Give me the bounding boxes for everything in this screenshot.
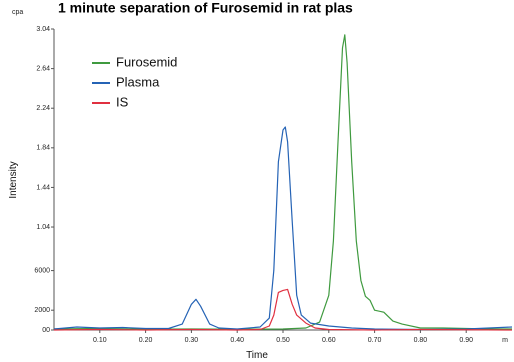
y-unit-label: cpa (12, 9, 23, 16)
axes-group: 00 2000 6000 1.04 1.44 1.84 2.24 2.64 3.04 0.10 0.… (34, 26, 512, 344)
legend-label-is: IS (116, 94, 129, 109)
x-tick-label: 0.50 (276, 337, 290, 344)
x-tick-label: 0.80 (414, 337, 428, 344)
series-group (53, 34, 513, 331)
y-tick-label: 00 (42, 327, 50, 334)
y-tick-label: 2.24 (36, 105, 50, 112)
x-tick-label: 0.40 (230, 337, 244, 344)
y-tick-label: 3.04 (36, 26, 50, 33)
x-tick-label: 0.70 (368, 337, 382, 344)
y-tick-label: 2000 (34, 307, 50, 314)
legend-label-plasma: Plasma (116, 74, 160, 89)
x-unit-label: m (502, 337, 508, 344)
legend: Furosemid Plasma IS (92, 54, 177, 109)
chart-title: 1 minute separation of Furosemid in rat … (58, 0, 353, 15)
x-axis-title: Time (246, 350, 268, 361)
x-tick-label: 0.30 (185, 337, 199, 344)
x-tick-label: 0.10 (93, 337, 107, 344)
y-axis-title: Intensity (8, 161, 19, 198)
x-tick-label: 0.60 (322, 337, 336, 344)
series-line-plasma (53, 126, 513, 331)
y-tick-label: 2.64 (36, 65, 50, 72)
y-tick-label: 6000 (34, 267, 50, 274)
x-tick-label: 0.90 (459, 337, 473, 344)
y-tick-label: 1.04 (36, 224, 50, 231)
x-tick-label: 0.20 (139, 337, 153, 344)
legend-label-furosemid: Furosemid (116, 54, 177, 69)
y-tick-label: 1.84 (36, 145, 50, 152)
series-line-is (53, 288, 513, 331)
y-tick-label: 1.44 (36, 184, 50, 191)
